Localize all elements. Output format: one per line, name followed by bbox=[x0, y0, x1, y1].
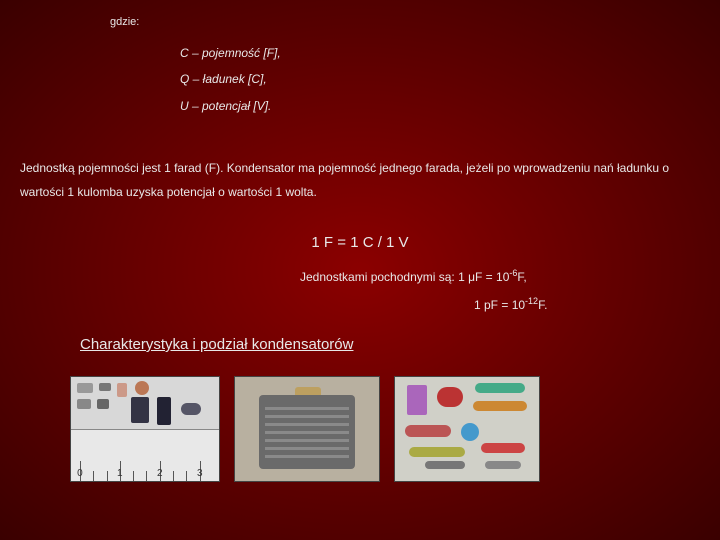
where-label: gdzie: bbox=[110, 16, 139, 28]
ruler-1: 1 bbox=[117, 468, 123, 479]
derived-2-exp: -12 bbox=[525, 296, 538, 306]
ruler-0: 0 bbox=[77, 468, 83, 479]
definitions-list: C – pojemność [F], Q – ładunek [C], U – … bbox=[180, 40, 281, 119]
paragraph-farad: Jednostką pojemności jest 1 farad (F). K… bbox=[20, 156, 700, 204]
def-c: C – pojemność [F], bbox=[180, 40, 281, 66]
ruler-2: 2 bbox=[157, 468, 163, 479]
derived-1-lhs: 1 μF = 10 bbox=[458, 270, 509, 284]
def-q: Q – ładunek [C], bbox=[180, 66, 281, 92]
image-variable-capacitor bbox=[234, 376, 380, 482]
section-heading: Charakterystyka i podział kondensatorów bbox=[80, 336, 353, 353]
derived-label: Jednostkami pochodnymi są: bbox=[300, 270, 455, 284]
def-u: U – potencjał [V]. bbox=[180, 93, 281, 119]
derived-units-row1: Jednostkami pochodnymi są: 1 μF = 10-6F, bbox=[300, 268, 527, 284]
image-components-ruler: 0 1 2 3 bbox=[70, 376, 220, 482]
image-assorted-capacitors bbox=[394, 376, 540, 482]
derived-1-rhs: F, bbox=[517, 270, 526, 284]
derived-2-lhs: 1 pF = 10 bbox=[474, 298, 525, 312]
ruler-3: 3 bbox=[197, 468, 203, 479]
image-row: 0 1 2 3 bbox=[70, 376, 540, 482]
derived-2-rhs: F. bbox=[538, 298, 547, 312]
derived-units-row2: 1 pF = 10-12F. bbox=[474, 296, 547, 312]
formula: 1 F = 1 C / 1 V bbox=[0, 234, 720, 251]
